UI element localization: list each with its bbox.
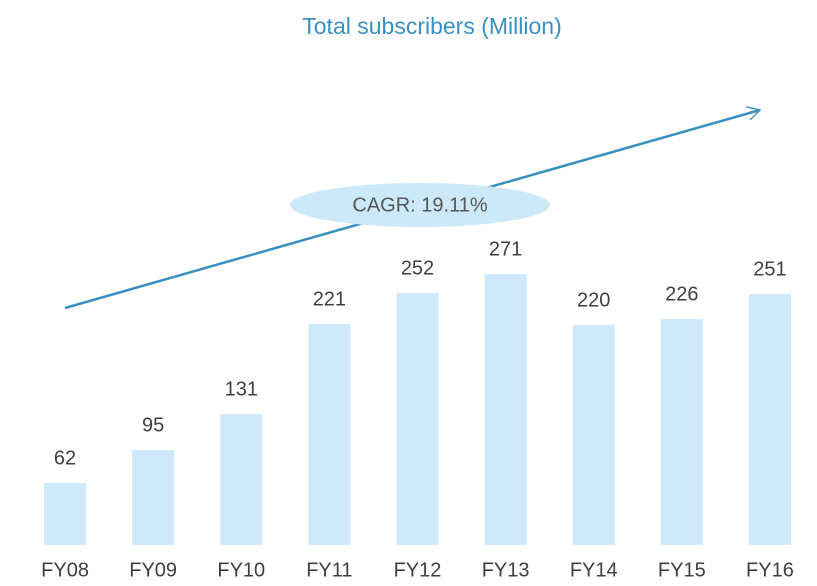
x-tick-label: FY08 xyxy=(41,559,89,581)
x-tick-label: FY16 xyxy=(746,559,794,581)
x-tick-label: FY09 xyxy=(129,559,177,581)
annotation: CAGR: 19.11% xyxy=(352,194,487,216)
bar xyxy=(660,319,703,545)
annotation-bubble xyxy=(290,183,550,227)
data-label: 271 xyxy=(489,238,522,260)
x-tick-label: FY12 xyxy=(394,559,442,581)
bar xyxy=(220,414,263,545)
data-label: 131 xyxy=(225,378,258,400)
bar xyxy=(44,483,87,545)
x-tick-label: FY15 xyxy=(658,559,706,581)
x-tick-label: FY13 xyxy=(482,559,530,581)
bar xyxy=(748,294,791,545)
x-tick-label: FY10 xyxy=(217,559,265,581)
data-label: 221 xyxy=(313,288,346,310)
bar xyxy=(572,325,615,545)
data-label: 251 xyxy=(753,258,786,280)
bar xyxy=(132,450,175,545)
data-label: 252 xyxy=(401,257,434,279)
bar xyxy=(396,293,439,545)
x-tick-label: FY14 xyxy=(570,559,618,581)
x-tick-label: FY11 xyxy=(306,559,352,581)
data-label: 220 xyxy=(577,289,610,311)
chart-title: Total subscribers (Million) xyxy=(302,13,561,39)
data-label: 95 xyxy=(142,414,164,436)
bar xyxy=(484,274,527,545)
bar xyxy=(308,324,351,545)
data-label: 62 xyxy=(54,447,76,469)
data-label: 226 xyxy=(665,283,698,305)
